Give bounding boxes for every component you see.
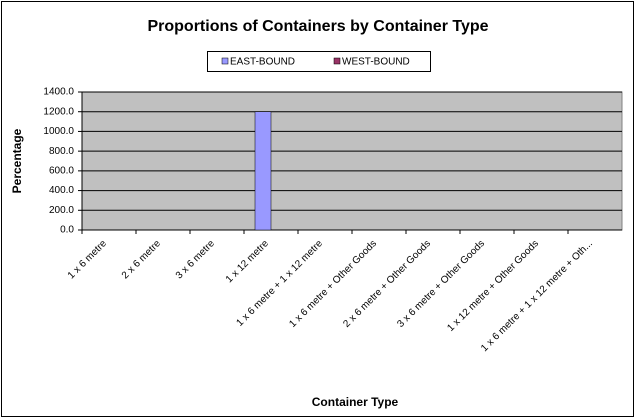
x-axis-title: Container Type xyxy=(312,395,399,409)
y-tick-label: 1400.0 xyxy=(43,87,74,98)
y-tick-label: 600.0 xyxy=(49,165,74,176)
y-tick-label: 400.0 xyxy=(49,185,74,196)
legend-swatch xyxy=(221,57,229,65)
legend-label: WEST-BOUND xyxy=(342,57,410,68)
bar xyxy=(254,111,272,231)
legend-swatch xyxy=(333,57,341,65)
y-tick-label: 200.0 xyxy=(49,205,74,216)
y-tick-label: 800.0 xyxy=(49,146,74,157)
y-axis-title: Percentage xyxy=(10,128,24,193)
y-tick-label: 1000.0 xyxy=(43,126,74,137)
y-tick-label: 0.0 xyxy=(60,225,74,236)
legend-box xyxy=(207,51,431,72)
y-tick-label: 1200.0 xyxy=(43,106,74,117)
legend-label: EAST-BOUND xyxy=(230,57,295,68)
chart-title: Proportions of Containers by Container T… xyxy=(147,18,488,35)
plot-area xyxy=(81,91,623,231)
